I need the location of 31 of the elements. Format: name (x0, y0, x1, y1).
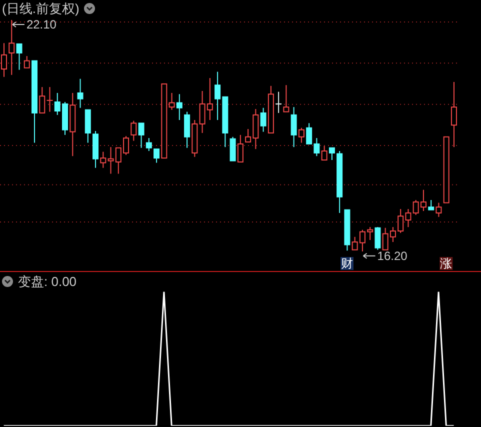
chart-title: 变盘: 0.00 (18, 274, 77, 289)
candlestick (275, 91, 282, 114)
candlestick (138, 122, 144, 148)
candlestick (8, 20, 15, 76)
annotation: 财 (341, 256, 354, 270)
candlestick (84, 109, 91, 144)
annotation: 16.20 (377, 248, 408, 263)
candlestick (268, 85, 274, 134)
candlestick (237, 134, 244, 162)
candlestick (46, 86, 54, 112)
candlestick (161, 83, 168, 159)
candlestick (70, 92, 76, 157)
candlestick (443, 136, 450, 204)
candlestick (428, 200, 434, 210)
candlestick (260, 107, 266, 132)
candlestick (168, 92, 175, 110)
candlestick (24, 56, 30, 68)
candlestick (321, 145, 328, 161)
chart-title: (日线.前复权) (2, 1, 80, 16)
candlestick (77, 78, 84, 108)
candlestick (344, 209, 350, 252)
candlestick (16, 43, 22, 70)
candlestick (283, 84, 290, 112)
candlestick (32, 60, 38, 144)
candlestick (290, 106, 297, 148)
candlestick (176, 94, 182, 121)
candlestick (450, 81, 457, 148)
annotation: 22.10 (26, 18, 57, 32)
candlestick (154, 148, 160, 164)
annotation: 涨 (440, 256, 452, 270)
candlestick (39, 86, 46, 114)
